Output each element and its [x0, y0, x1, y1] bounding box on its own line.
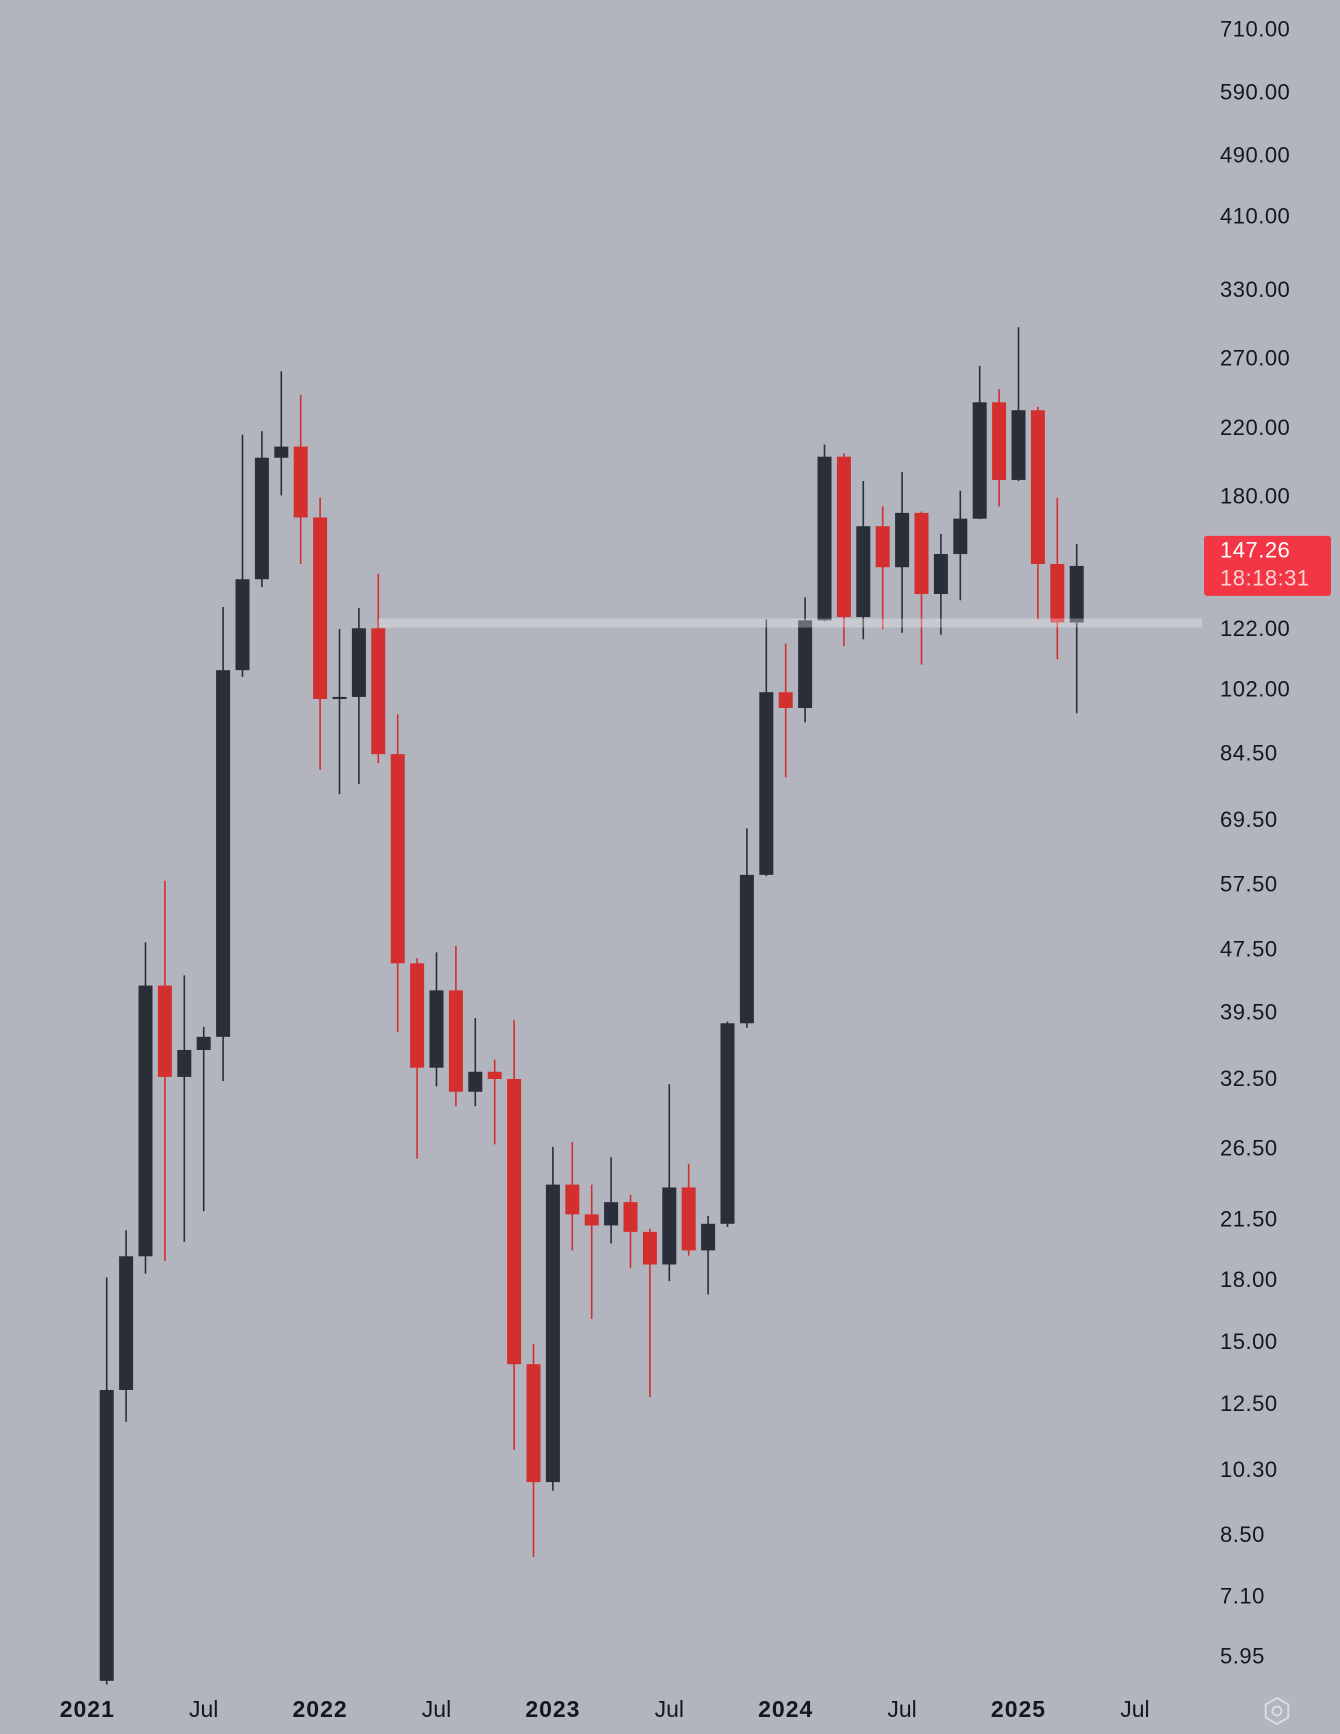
x-tick-label: 2021 [60, 1696, 115, 1722]
candle-body [157, 985, 172, 1077]
y-tick-label: 330.00 [1220, 277, 1290, 302]
candle-body [274, 446, 289, 458]
x-tick-label: Jul [189, 1696, 218, 1722]
candle-body [119, 1256, 134, 1390]
candle-body [895, 512, 910, 568]
y-tick-label: 32.50 [1220, 1066, 1278, 1091]
candle-body [448, 990, 463, 1092]
x-tick-label: 2022 [293, 1696, 348, 1722]
y-tick-label: 18.00 [1220, 1267, 1278, 1292]
candle-body [99, 1389, 114, 1681]
settings-hexagon [1264, 1696, 1290, 1726]
y-tick-label: 102.00 [1220, 677, 1290, 702]
last-price-box [1204, 535, 1331, 596]
candle-body [138, 985, 153, 1257]
x-tick-label: Jul [655, 1696, 684, 1722]
y-tick-label: 590.00 [1220, 79, 1290, 104]
candle-body [1011, 410, 1026, 480]
candle-body [739, 874, 754, 1024]
y-tick-label: 710.00 [1220, 16, 1290, 41]
y-tick-label: 47.50 [1220, 937, 1278, 962]
candle-body [507, 1078, 522, 1365]
candle-body [914, 512, 929, 594]
y-tick-label: 122.00 [1220, 616, 1290, 641]
x-tick-label: 2024 [758, 1696, 813, 1722]
candle-body [565, 1184, 580, 1215]
y-tick-label: 26.50 [1220, 1135, 1278, 1160]
candle-body [972, 402, 987, 519]
candle-body [410, 963, 425, 1068]
candle-body [545, 1184, 560, 1483]
candle-body [720, 1023, 735, 1224]
candle-body [177, 1049, 192, 1077]
candle-body [1050, 563, 1065, 623]
y-tick-label: 180.00 [1220, 483, 1290, 508]
y-tick-label: 410.00 [1220, 203, 1290, 228]
candle-body [642, 1231, 657, 1265]
candle-body [623, 1202, 638, 1232]
last-price-label: 147.26 [1220, 538, 1290, 563]
candle-body [293, 446, 308, 518]
candle-body [933, 554, 948, 594]
y-tick-label: 10.30 [1220, 1457, 1278, 1482]
x-tick-label: 2023 [525, 1696, 580, 1722]
x-tick-label: Jul [422, 1696, 451, 1722]
countdown-label: 18:18:31 [1220, 566, 1310, 591]
y-tick-label: 5.95 [1220, 1644, 1265, 1669]
candle-body [216, 670, 231, 1037]
y-tick-label: 84.50 [1220, 741, 1278, 766]
candle-body [235, 579, 250, 671]
candle-body [196, 1036, 211, 1050]
candle-body [390, 754, 405, 964]
candle-body [351, 628, 366, 697]
x-tick-label: Jul [887, 1696, 916, 1722]
candle-body [992, 402, 1007, 480]
candle-body [429, 990, 444, 1068]
candle-body [817, 456, 832, 621]
y-tick-label: 12.50 [1220, 1391, 1278, 1416]
y-tick-label: 57.50 [1220, 872, 1278, 897]
candle-body [604, 1202, 619, 1226]
y-tick-label: 69.50 [1220, 807, 1278, 832]
y-tick-label: 270.00 [1220, 345, 1290, 370]
candle-body [836, 456, 851, 618]
candle-body [875, 526, 890, 568]
candle-body [254, 457, 269, 580]
candle-body [487, 1071, 502, 1079]
candle-body [332, 696, 347, 699]
x-tick-label: 2025 [991, 1696, 1046, 1722]
candle-body [953, 518, 968, 555]
y-tick-label: 490.00 [1220, 143, 1290, 168]
candle-body [856, 526, 871, 618]
candle-body [778, 692, 793, 708]
candle-body [584, 1214, 599, 1226]
y-tick-label: 39.50 [1220, 999, 1278, 1024]
y-tick-label: 15.00 [1220, 1329, 1278, 1354]
y-tick-label: 7.10 [1220, 1583, 1265, 1608]
candle-body [526, 1364, 541, 1483]
candle-body [1069, 565, 1084, 623]
candle-body [662, 1187, 677, 1265]
settings-icon[interactable] [1264, 1696, 1290, 1726]
candle-body [371, 628, 386, 755]
candle-body [701, 1223, 716, 1251]
y-tick-label: 220.00 [1220, 415, 1290, 440]
y-tick-label: 21.50 [1220, 1206, 1278, 1231]
y-tick-label: 8.50 [1220, 1522, 1265, 1547]
candle-body [798, 620, 813, 708]
x-tick-label: Jul [1120, 1696, 1149, 1722]
candle-body [759, 692, 774, 875]
candle-body [681, 1187, 696, 1251]
candle-body [1030, 410, 1045, 564]
settings-dot [1271, 1705, 1283, 1717]
candle-body [313, 517, 328, 699]
candle-body [468, 1071, 483, 1092]
